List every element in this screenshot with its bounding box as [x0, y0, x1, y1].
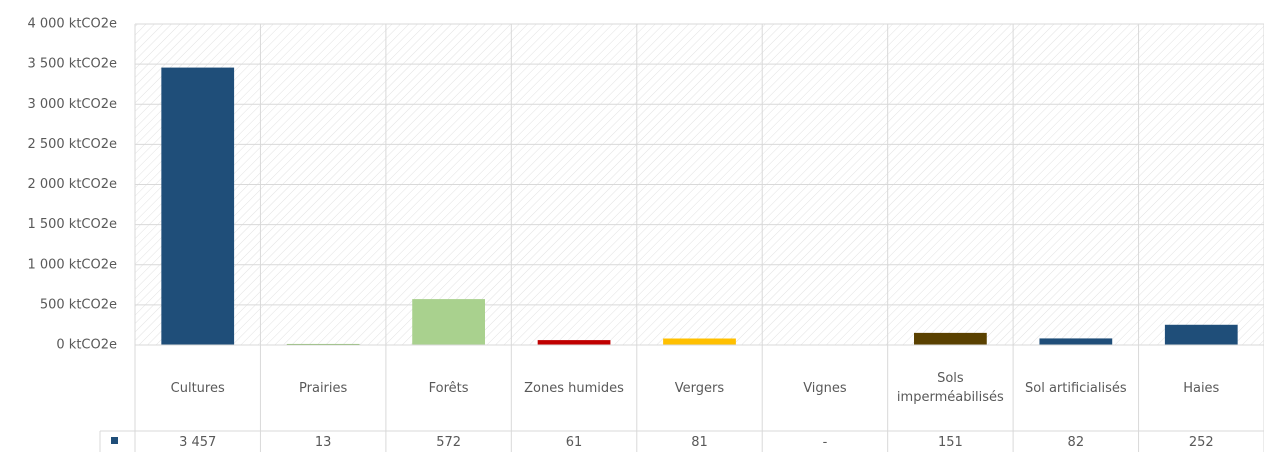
bar: [286, 343, 360, 345]
y-tick-label: 0 ktCO2e: [56, 338, 117, 353]
x-tick-label: Prairies: [299, 380, 348, 396]
y-tick-label: 3 000 ktCO2e: [27, 97, 117, 112]
x-tick-label: Sol artificialisés: [1025, 380, 1127, 396]
y-tick-label: 1 000 ktCO2e: [27, 257, 117, 272]
x-tick-label: Zones humides: [524, 380, 624, 396]
x-tick-label: Cultures: [170, 380, 225, 396]
y-tick-label: 2 000 ktCO2e: [27, 177, 117, 192]
legend-key: [111, 437, 118, 444]
bar: [1039, 338, 1113, 345]
value-label: 151: [938, 435, 963, 450]
value-label: -: [823, 435, 828, 450]
x-tick-label: Vignes: [803, 380, 847, 396]
value-label: 13: [315, 435, 332, 450]
x-tick-label: Vergers: [674, 380, 725, 396]
value-label: 61: [566, 435, 583, 450]
value-label: 82: [1068, 435, 1085, 450]
x-tick-label: Haies: [1183, 380, 1220, 396]
y-tick-label: 2 500 ktCO2e: [27, 137, 117, 152]
y-tick-label: 500 ktCO2e: [40, 297, 117, 312]
value-label: 252: [1189, 435, 1214, 450]
value-label: 81: [691, 435, 708, 450]
value-label: 3 457: [179, 435, 216, 450]
bar: [914, 332, 987, 345]
x-tick-label: Forêts: [428, 380, 469, 396]
value-label: 572: [436, 435, 461, 450]
bar: [1164, 324, 1238, 345]
bar: [663, 338, 736, 345]
x-tick-label: Sols imperméabilisés: [896, 371, 1004, 405]
bar: [161, 67, 235, 346]
bar: [537, 340, 611, 345]
y-tick-label: 4 000 ktCO2e: [27, 17, 117, 32]
y-tick-label: 1 500 ktCO2e: [27, 217, 117, 232]
bar: [412, 299, 485, 345]
y-tick-label: 3 500 ktCO2e: [27, 57, 117, 72]
